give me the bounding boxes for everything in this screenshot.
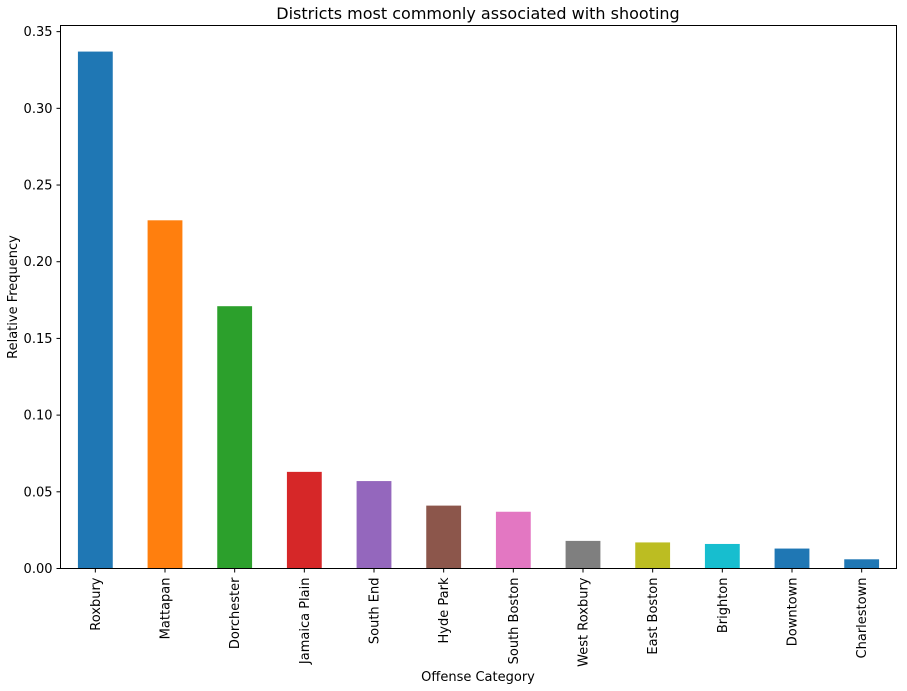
x-tick-label: West Roxbury bbox=[577, 577, 592, 667]
x-tick-label: Brighton bbox=[716, 578, 731, 634]
bar-east-boston bbox=[635, 542, 671, 569]
y-tick-label: 0.35 bbox=[24, 25, 53, 40]
bar-brighton bbox=[704, 543, 740, 569]
x-axis-label: Offense Category bbox=[421, 670, 535, 685]
y-tick-label: 0.15 bbox=[24, 332, 53, 347]
x-tick-label: South Boston bbox=[507, 578, 522, 665]
x-tick-label: Dorchester bbox=[228, 577, 243, 649]
x-tick-label: Roxbury bbox=[89, 577, 104, 631]
x-tick-label: Downtown bbox=[786, 578, 801, 647]
bar-jamaica-plain bbox=[286, 471, 322, 569]
x-tick-label: Charlestown bbox=[855, 578, 870, 659]
bar-dorchester bbox=[217, 306, 253, 569]
y-tick-label: 0.05 bbox=[24, 485, 53, 500]
bars-group bbox=[77, 51, 880, 569]
y-axis: 0.00 0.05 0.10 0.15 0.20 0.25 0.30 0.35 bbox=[24, 25, 61, 577]
x-tick-label: Jamaica Plain bbox=[298, 578, 313, 666]
bar-charlestown bbox=[844, 559, 880, 569]
x-tick-label: Mattapan bbox=[159, 578, 174, 640]
chart-title: Districts most commonly associated with … bbox=[276, 4, 679, 23]
x-axis: Roxbury Mattapan Dorchester Jamaica Plain So… bbox=[89, 568, 870, 667]
y-tick-label: 0.30 bbox=[24, 102, 53, 117]
bar-hyde-park bbox=[426, 505, 462, 569]
bar-roxbury bbox=[77, 51, 113, 569]
y-axis-label: Relative Frequency bbox=[6, 235, 21, 359]
x-tick-label: Hyde Park bbox=[437, 577, 452, 643]
plot-frame bbox=[60, 25, 897, 569]
y-tick-label: 0.00 bbox=[24, 562, 53, 577]
y-tick-label: 0.25 bbox=[24, 179, 53, 194]
x-tick-label: South End bbox=[368, 578, 383, 645]
bar-downtown bbox=[774, 548, 810, 569]
bar-west-roxbury bbox=[565, 540, 601, 569]
y-tick-label: 0.20 bbox=[24, 255, 53, 270]
bar-south-end bbox=[356, 481, 392, 569]
bar-mattapan bbox=[147, 220, 183, 569]
bar-south-boston bbox=[495, 511, 531, 569]
x-tick-label: East Boston bbox=[646, 578, 661, 655]
y-tick-label: 0.10 bbox=[24, 409, 53, 424]
